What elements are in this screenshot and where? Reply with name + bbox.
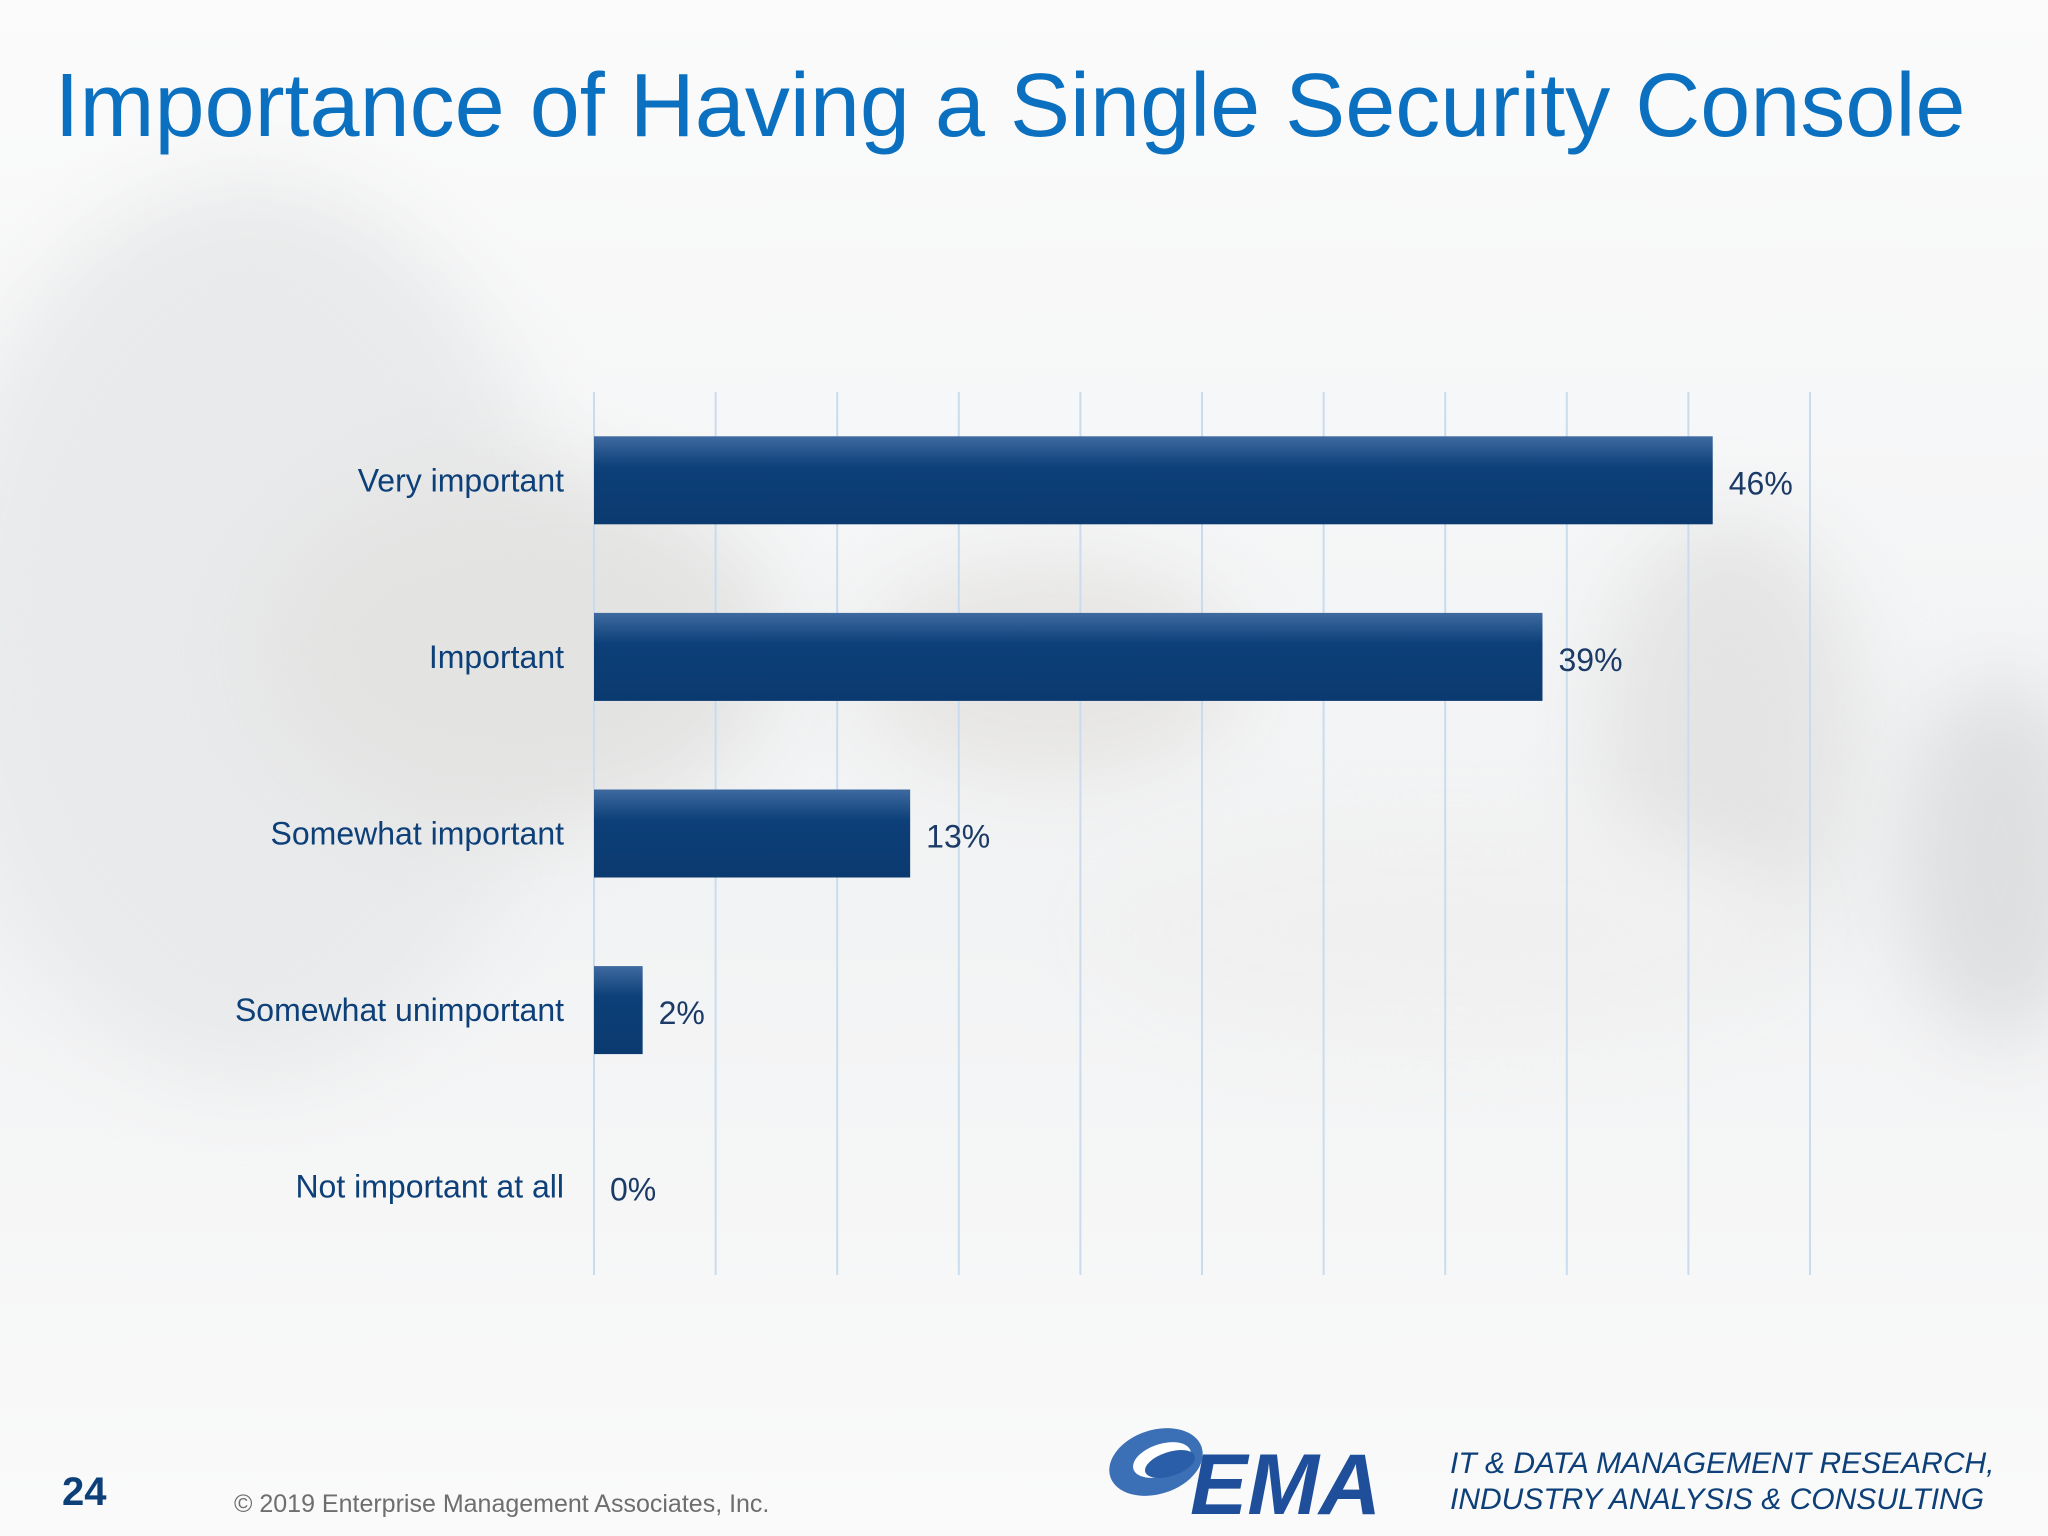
chart-category-labels: Very important Important Somewhat importan…: [235, 462, 564, 1204]
bar-somewhat-unimportant: [594, 966, 643, 1055]
value-label: 46%: [1729, 465, 1793, 501]
page-title: Importance of Having a Single Security C…: [54, 56, 1966, 156]
tagline-line-1: IT & DATA MANAGEMENT RESEARCH,: [1450, 1447, 1995, 1480]
value-label: 39%: [1558, 642, 1622, 678]
slide-number: 24: [62, 1470, 107, 1514]
category-label: Very important: [358, 462, 564, 498]
bar-important: [594, 612, 1543, 701]
bar-somewhat-important: [594, 789, 911, 878]
bar-very-important: [594, 436, 1713, 525]
value-label: 13%: [926, 819, 990, 855]
category-label: Somewhat unimportant: [235, 992, 564, 1028]
chart-value-labels: 46% 39% 13% 2% 0%: [610, 465, 1793, 1207]
chart-bars: [594, 436, 1713, 1055]
ema-logo: EMA: [1109, 1428, 1381, 1522]
copyright-text: © 2019 Enterprise Management Associates,…: [234, 1490, 770, 1518]
category-label: Somewhat important: [271, 816, 565, 852]
category-label: Important: [429, 639, 564, 675]
value-label: 2%: [659, 995, 705, 1031]
ema-logo-text: EMA: [1190, 1437, 1381, 1522]
tagline: IT & DATA MANAGEMENT RESEARCH, INDUSTRY …: [1450, 1446, 2010, 1518]
tagline-line-2: INDUSTRY ANALYSIS & CONSULTING: [1450, 1483, 1985, 1516]
value-label: 0%: [610, 1172, 656, 1208]
category-label: Not important at all: [295, 1169, 564, 1205]
